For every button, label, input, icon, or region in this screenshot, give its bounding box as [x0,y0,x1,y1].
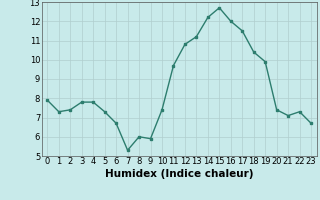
X-axis label: Humidex (Indice chaleur): Humidex (Indice chaleur) [105,169,253,179]
